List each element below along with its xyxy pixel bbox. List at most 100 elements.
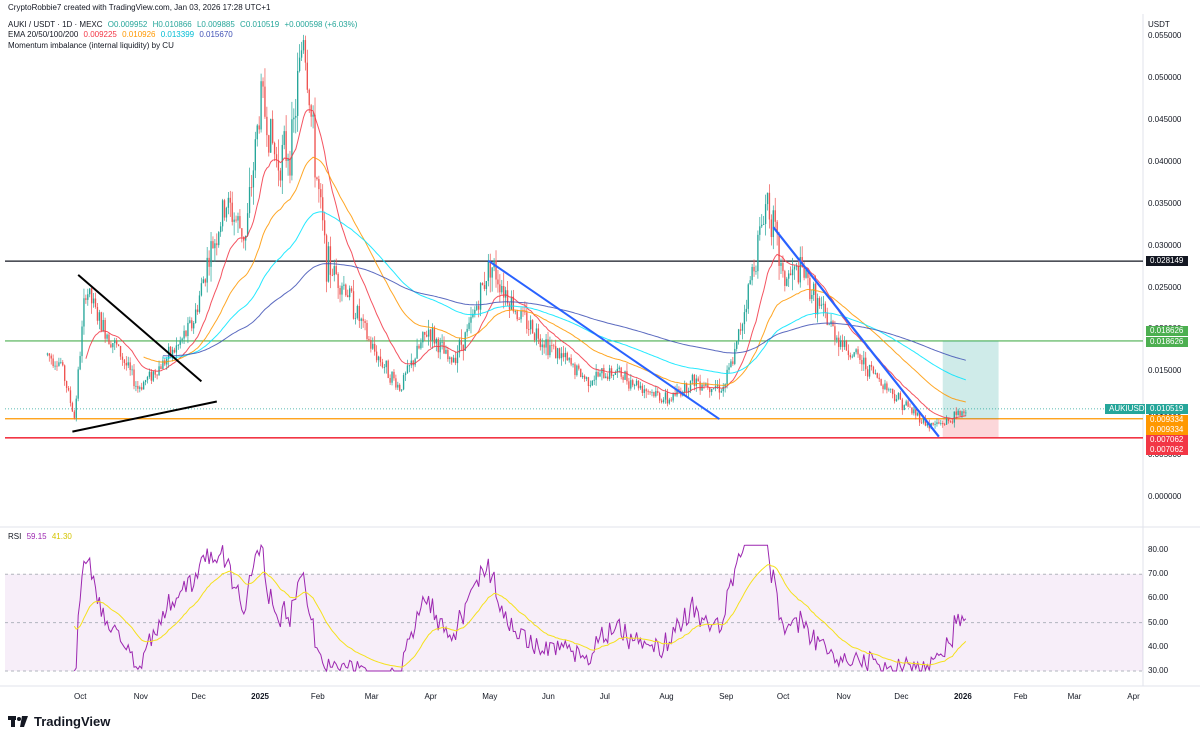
candle-body bbox=[593, 379, 595, 381]
candle-body bbox=[503, 285, 505, 298]
candle-body bbox=[139, 387, 141, 389]
candle-body bbox=[568, 357, 570, 361]
currency-label: USDT bbox=[1148, 20, 1170, 29]
candle-body bbox=[399, 384, 401, 391]
candle-body bbox=[478, 306, 480, 310]
candle-body bbox=[861, 359, 863, 365]
candle-body bbox=[418, 345, 420, 349]
candle-body bbox=[329, 246, 332, 275]
candle-body bbox=[308, 89, 310, 106]
candle-body bbox=[612, 374, 615, 376]
candle-body bbox=[474, 309, 476, 314]
candle-body bbox=[597, 371, 599, 377]
ema-legend[interactable]: EMA 20/50/100/200 0.009225 0.010926 0.01… bbox=[8, 30, 236, 40]
candle-body bbox=[374, 343, 376, 352]
candle-body bbox=[560, 353, 563, 359]
candle-body bbox=[957, 410, 959, 415]
rsi-line bbox=[73, 543, 967, 673]
candle-body bbox=[626, 371, 628, 382]
candle-body bbox=[745, 308, 748, 313]
candle-body bbox=[668, 399, 670, 404]
candle-body bbox=[518, 319, 520, 320]
candle-body bbox=[805, 269, 807, 278]
candle-body bbox=[112, 343, 114, 348]
candle-body bbox=[227, 197, 230, 208]
candle-body bbox=[389, 378, 391, 383]
candle-body bbox=[562, 353, 565, 358]
candle-body bbox=[416, 345, 418, 359]
candle-body bbox=[177, 344, 179, 346]
candle-body bbox=[924, 417, 927, 426]
target-tag-1: 0.018626 bbox=[1146, 326, 1188, 336]
candle-body bbox=[674, 392, 676, 396]
candle-body bbox=[422, 332, 424, 343]
candle-body bbox=[762, 223, 765, 225]
candle-body bbox=[214, 243, 216, 249]
candle-body bbox=[834, 326, 836, 340]
candle-body bbox=[87, 294, 89, 300]
candle-body bbox=[942, 423, 944, 425]
candle-body bbox=[774, 210, 776, 222]
candle-body bbox=[479, 283, 482, 310]
candle-body bbox=[703, 384, 705, 386]
candle-body bbox=[348, 288, 351, 298]
candle-body bbox=[841, 340, 844, 347]
candle-body bbox=[832, 321, 834, 327]
candle-body bbox=[194, 309, 197, 323]
candle-body bbox=[622, 376, 624, 380]
downtrend-line-1 bbox=[487, 259, 720, 420]
candle-body bbox=[499, 284, 501, 293]
candle-body bbox=[233, 219, 235, 222]
candle-body bbox=[624, 371, 626, 380]
candle-body bbox=[890, 388, 892, 390]
candle-body bbox=[339, 288, 341, 295]
candle-body bbox=[243, 236, 245, 241]
candle-body bbox=[651, 392, 653, 393]
candle-body bbox=[799, 257, 801, 283]
candle-body bbox=[570, 357, 572, 365]
indicator-legend[interactable]: Momentum imbalance (internal liquidity) … bbox=[8, 41, 174, 50]
candle-body bbox=[279, 170, 282, 181]
candle-body bbox=[530, 320, 532, 330]
stop-tag-2: 0.007062 bbox=[1146, 445, 1188, 455]
candle-body bbox=[722, 386, 724, 392]
tradingview-logo[interactable]: TradingView bbox=[8, 714, 110, 729]
candle-body bbox=[345, 284, 347, 296]
time-tick: 2025 bbox=[251, 692, 269, 701]
candle-body bbox=[71, 403, 74, 412]
candle-body bbox=[285, 131, 287, 161]
candle-body bbox=[553, 345, 555, 347]
candle-body bbox=[504, 290, 507, 298]
time-tick: Dec bbox=[191, 692, 206, 701]
candle-body bbox=[822, 303, 825, 305]
price-tick: 0.055000 bbox=[1148, 31, 1182, 41]
candle-body bbox=[202, 279, 205, 284]
candle-body bbox=[632, 380, 634, 386]
candle-body bbox=[281, 144, 283, 181]
candle-body bbox=[368, 338, 370, 340]
candle-body bbox=[241, 228, 243, 237]
candle-body bbox=[913, 409, 915, 414]
candle-body bbox=[888, 389, 890, 391]
time-tick: May bbox=[482, 692, 498, 701]
candle-body bbox=[855, 349, 857, 353]
candle-body bbox=[580, 368, 582, 378]
candle-body bbox=[447, 349, 449, 360]
candle-body bbox=[200, 283, 203, 296]
candle-body bbox=[614, 372, 617, 375]
candle-body bbox=[412, 360, 414, 366]
last-price-tag: 0.010519 bbox=[1146, 404, 1188, 414]
candle-body bbox=[141, 387, 143, 390]
candle-body bbox=[545, 339, 547, 348]
candle-body bbox=[127, 362, 129, 366]
candle-body bbox=[316, 177, 318, 180]
rsi-legend[interactable]: RSI 59.15 41.30 bbox=[8, 532, 75, 542]
candle-body bbox=[789, 273, 792, 276]
candle-body bbox=[481, 283, 484, 285]
candle-body bbox=[782, 262, 784, 272]
candle-body bbox=[325, 235, 328, 282]
candle-body bbox=[628, 381, 630, 389]
candle-body bbox=[664, 392, 667, 400]
candle-body bbox=[426, 334, 428, 337]
